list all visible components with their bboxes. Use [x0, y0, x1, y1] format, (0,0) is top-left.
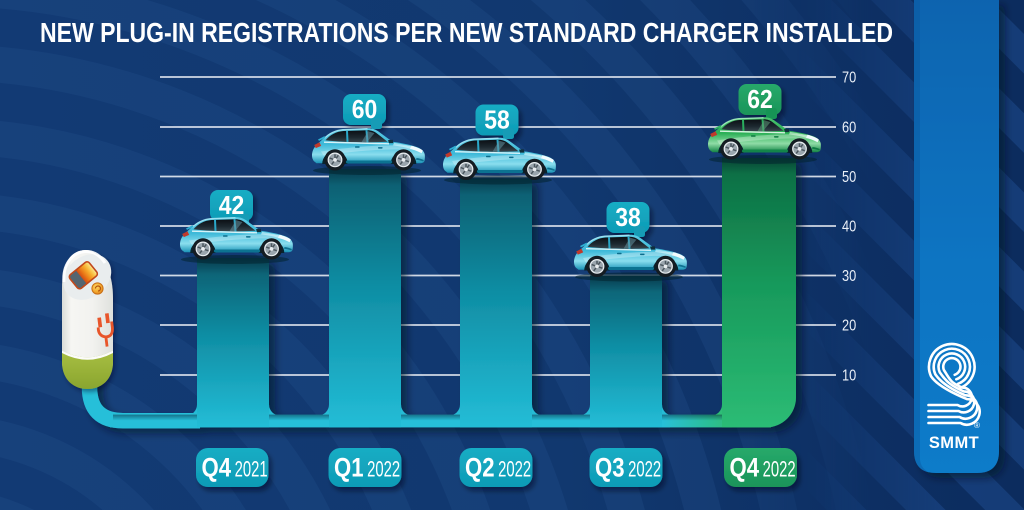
- svg-text:40: 40: [842, 218, 856, 236]
- svg-text:70: 70: [842, 69, 856, 87]
- svg-text:®: ®: [974, 421, 980, 430]
- svg-text:10: 10: [842, 367, 856, 385]
- svg-text:Q2: Q2: [465, 454, 495, 484]
- svg-text:38: 38: [615, 204, 641, 232]
- svg-text:2022: 2022: [763, 458, 796, 483]
- svg-text:Q3: Q3: [595, 454, 625, 484]
- svg-text:2022: 2022: [498, 458, 531, 483]
- svg-text:NEW PLUG-IN REGISTRATIONS PER: NEW PLUG-IN REGISTRATIONS PER NEW STANDA…: [40, 17, 893, 48]
- svg-text:42: 42: [219, 192, 245, 220]
- svg-text:60: 60: [352, 96, 378, 124]
- svg-text:SMMT: SMMT: [929, 434, 979, 452]
- svg-text:Q4: Q4: [201, 454, 231, 484]
- svg-text:2021: 2021: [235, 458, 268, 483]
- svg-text:58: 58: [484, 106, 510, 134]
- svg-text:Q4: Q4: [729, 454, 759, 484]
- svg-text:60: 60: [842, 119, 856, 137]
- svg-text:50: 50: [842, 169, 856, 187]
- svg-text:2022: 2022: [628, 458, 661, 483]
- svg-text:62: 62: [747, 86, 773, 114]
- svg-text:20: 20: [842, 317, 856, 335]
- svg-text:2022: 2022: [367, 458, 400, 483]
- svg-text:30: 30: [842, 268, 856, 286]
- svg-text:Q1: Q1: [334, 454, 364, 484]
